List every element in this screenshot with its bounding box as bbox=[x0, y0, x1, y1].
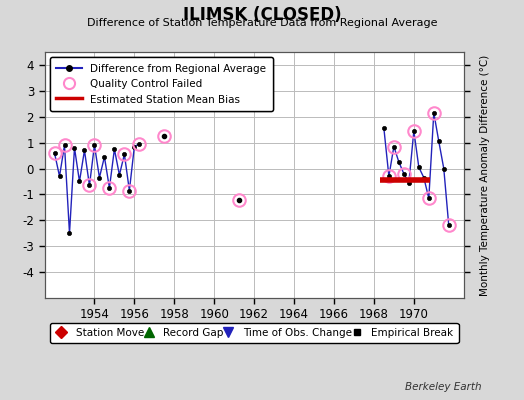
Legend: Station Move, Record Gap, Time of Obs. Change, Empirical Break: Station Move, Record Gap, Time of Obs. C… bbox=[50, 323, 458, 343]
Legend: Difference from Regional Average, Quality Control Failed, Estimated Station Mean: Difference from Regional Average, Qualit… bbox=[50, 57, 272, 111]
Text: Difference of Station Temperature Data from Regional Average: Difference of Station Temperature Data f… bbox=[87, 18, 437, 28]
Text: ILIMSK (CLOSED): ILIMSK (CLOSED) bbox=[183, 6, 341, 24]
Text: Berkeley Earth: Berkeley Earth bbox=[406, 382, 482, 392]
Y-axis label: Monthly Temperature Anomaly Difference (°C): Monthly Temperature Anomaly Difference (… bbox=[479, 54, 490, 296]
